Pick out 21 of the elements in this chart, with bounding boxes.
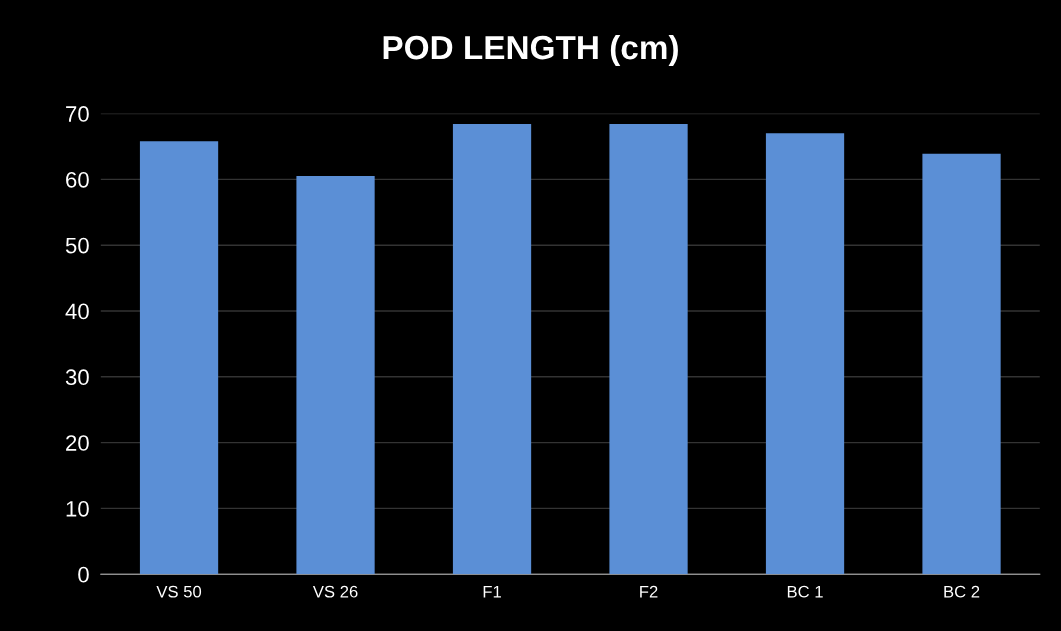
bar bbox=[922, 153, 1001, 575]
bar bbox=[765, 133, 845, 575]
x-tick-label: BC 1 bbox=[787, 585, 823, 598]
bar bbox=[452, 124, 532, 575]
x-tick-label: VS 50 bbox=[156, 585, 202, 598]
x-tick-label: VS 26 bbox=[312, 585, 358, 598]
y-tick-label: 10 bbox=[66, 500, 89, 517]
y-tick-label: 40 bbox=[65, 303, 89, 320]
bar bbox=[139, 141, 219, 575]
chart-title: POD LENGTH (cm) bbox=[383, 34, 678, 67]
y-tick-label: 60 bbox=[66, 171, 89, 188]
y-tick-label: 20 bbox=[66, 435, 89, 451]
y-tick-label: 0 bbox=[78, 566, 89, 583]
y-tick-label: 50 bbox=[65, 237, 89, 254]
x-tick-label: F1 bbox=[483, 585, 501, 598]
y-tick-label: 70 bbox=[66, 106, 89, 122]
y-tick-label: 30 bbox=[65, 369, 89, 386]
x-tick-label: BC 2 bbox=[944, 585, 980, 598]
bar bbox=[296, 176, 375, 575]
x-tick-label: F2 bbox=[640, 585, 658, 598]
bar bbox=[609, 124, 688, 575]
